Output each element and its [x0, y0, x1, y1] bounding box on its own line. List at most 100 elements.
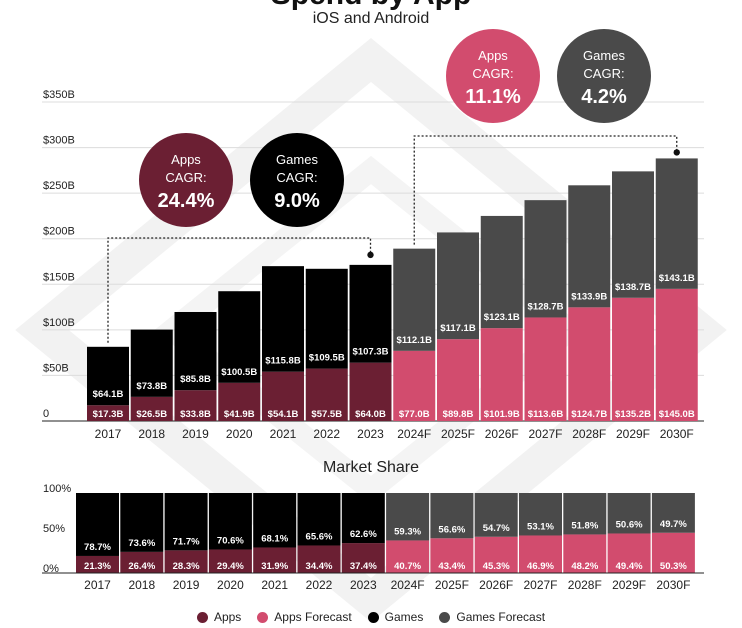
legend-swatch-apps	[196, 611, 208, 623]
share-bar-apps	[297, 545, 341, 573]
share-bar-apps	[519, 535, 562, 573]
bar-apps	[174, 390, 217, 421]
share-label-games: 62.6%	[350, 529, 377, 540]
bar-apps	[655, 288, 698, 421]
share-label-apps: 34.4%	[306, 561, 333, 572]
bar-apps	[130, 396, 173, 421]
share-x-tick-label: 2030F	[656, 578, 690, 592]
share-x-tick-label: 2017	[84, 578, 111, 592]
share-x-tick-label: 2022	[306, 578, 333, 592]
bar-apps	[305, 368, 348, 421]
x-tick-label: 2017	[95, 427, 122, 441]
share-label-apps: 26.4%	[128, 561, 155, 572]
x-tick-label: 2027F	[528, 427, 562, 441]
share-label-apps: 21.3%	[84, 561, 111, 572]
share-label-games: 54.7%	[483, 523, 510, 534]
share-label-apps: 50.3%	[660, 561, 687, 572]
data-label-games: $128.7B	[528, 301, 564, 312]
share-x-tick-label: 2024F	[391, 578, 425, 592]
bar-games	[612, 171, 654, 298]
data-label-apps: $101.9B	[484, 409, 520, 420]
cagr-bubble-sub: CAGR:	[276, 170, 317, 185]
share-bar-apps	[563, 534, 607, 573]
share-x-tick-label: 2029F	[612, 578, 646, 592]
cagr-bubble-value: 9.0%	[274, 190, 320, 212]
share-label-games: 70.6%	[217, 535, 244, 546]
share-x-tick-label: 2026F	[479, 578, 513, 592]
share-x-tick-label: 2025F	[435, 578, 469, 592]
share-bar-apps	[430, 538, 474, 573]
cagr-bubble	[557, 29, 651, 123]
share-bar-games	[563, 493, 607, 535]
share-bar-apps	[253, 547, 297, 573]
x-tick-label: 2020	[226, 427, 253, 441]
y-tick-label: $200B	[43, 226, 75, 238]
x-tick-label: 2028F	[572, 427, 606, 441]
data-label-apps: $54.1B	[268, 409, 299, 420]
legend-item-games-forecast: Games Forecast	[439, 610, 545, 624]
x-tick-label: 2026F	[485, 427, 519, 441]
bar-games	[305, 268, 348, 369]
share-label-apps: 28.3%	[173, 561, 200, 572]
bar-apps	[349, 362, 392, 421]
bar-apps	[87, 405, 129, 421]
share-x-tick-label: 2018	[128, 578, 155, 592]
cagr-bubble-label: Apps	[478, 48, 508, 63]
share-label-games: 68.1%	[261, 533, 288, 544]
legend-swatch-apps-forecast	[257, 611, 269, 623]
y-tick-label: $50B	[43, 362, 69, 374]
bar-apps	[218, 382, 261, 421]
x-tick-label: 2018	[138, 427, 165, 441]
bar-apps	[480, 328, 523, 421]
share-label-games: 50.6%	[616, 519, 643, 530]
legend-item-apps: Apps	[196, 610, 242, 624]
bar-apps	[524, 317, 567, 421]
data-label-apps: $26.5B	[136, 409, 167, 420]
share-x-tick-label: 2027F	[523, 578, 557, 592]
share-bar-games	[208, 493, 252, 550]
x-tick-label: 2029F	[616, 427, 650, 441]
data-label-games: $133.9B	[571, 291, 607, 302]
bar-games	[568, 185, 611, 308]
share-label-games: 53.1%	[527, 521, 554, 532]
data-label-apps: $113.6B	[528, 409, 564, 420]
share-label-games: 65.6%	[306, 531, 333, 542]
cagr-bubble	[250, 133, 344, 227]
cagr-bubble-sub: CAGR:	[472, 66, 513, 81]
share-label-games: 49.7%	[660, 519, 687, 530]
cagr-bubble-value: 4.2%	[581, 86, 627, 108]
legend-swatch-games-forecast	[439, 611, 451, 623]
share-x-tick-label: 2021	[261, 578, 288, 592]
cagr-bubble-value: 11.1%	[465, 86, 521, 108]
data-label-apps: $57.5B	[311, 409, 342, 420]
share-label-apps: 49.4%	[616, 561, 643, 572]
cagr-bubble-sub: CAGR:	[165, 170, 206, 185]
cagr-bubble-value: 24.4%	[158, 190, 215, 212]
cagr-bracket-dot	[367, 251, 374, 259]
bar-games	[393, 248, 436, 351]
data-label-games: $85.8B	[180, 374, 211, 385]
bar-games	[480, 215, 523, 329]
share-bar-games	[386, 493, 430, 541]
bar-apps	[393, 350, 436, 421]
data-label-apps: $135.2B	[615, 409, 651, 420]
share-x-tick-label: 2023	[350, 578, 377, 592]
share-label-apps: 43.4%	[438, 561, 465, 572]
legend-label-apps: Apps	[213, 610, 242, 624]
data-label-games: $138.7B	[615, 282, 651, 293]
chart-title: Spend by App	[0, 0, 742, 12]
chart-subtitle: iOS and Android	[312, 10, 430, 27]
share-y-tick-label: 50%	[43, 523, 65, 535]
data-label-apps: $17.3B	[93, 409, 124, 420]
market-share-title: Market Share	[322, 459, 420, 476]
data-label-games: $100.5B	[221, 367, 257, 378]
y-tick-label: 0	[43, 408, 49, 420]
bar-games	[524, 200, 567, 318]
share-label-apps: 48.2%	[571, 561, 598, 572]
share-label-games: 71.7%	[173, 536, 200, 547]
bar-games	[174, 311, 217, 391]
share-bar-games	[651, 493, 695, 533]
bar-apps	[568, 307, 611, 421]
share-bar-apps	[76, 555, 119, 573]
y-tick-label: $350B	[43, 89, 75, 101]
